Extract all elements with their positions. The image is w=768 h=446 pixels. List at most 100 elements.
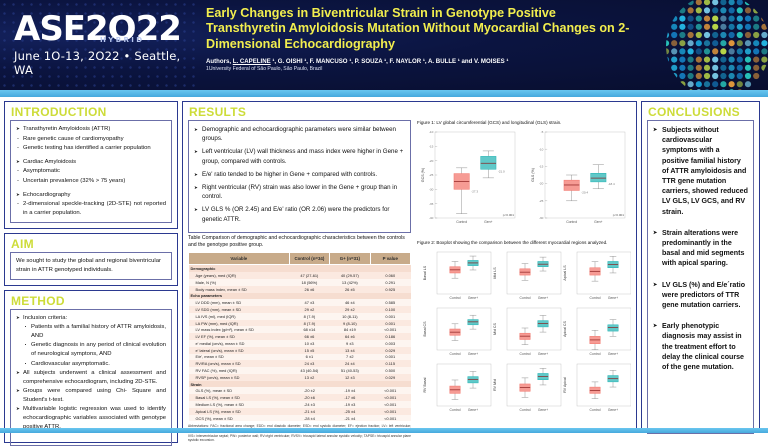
left-column: INTRODUCTION Transthyretin Amyloidosis (… bbox=[4, 101, 178, 446]
table-cell-value: -20 ±6 bbox=[289, 394, 330, 402]
svg-text:Basal LS: Basal LS bbox=[423, 265, 427, 280]
svg-text:RV Mid: RV Mid bbox=[493, 379, 497, 391]
table-cell-variable: Basal LS (%), mean ± SD bbox=[188, 394, 290, 402]
svg-text:RV Basal: RV Basal bbox=[423, 377, 427, 392]
svg-text:Apical CS: Apical CS bbox=[563, 321, 567, 337]
svg-text:-20.4: -20.4 bbox=[581, 190, 588, 194]
svg-text:-5: -5 bbox=[541, 130, 544, 134]
boxplot-category-label: Control bbox=[450, 408, 461, 412]
table-cell-value: 0.291 bbox=[370, 278, 411, 286]
table-cell-variable: GCS (%), mean ± SD bbox=[188, 414, 290, 422]
table-cell-variable: GLS (%), mean ± SD bbox=[188, 387, 290, 395]
poster-root: ASE2O22 HYBRID June 1O-13, 2O22 • Seattl… bbox=[0, 0, 768, 433]
table-cell-value: 0.060 bbox=[370, 272, 411, 279]
table-cell-value: 8 (7-9) bbox=[289, 312, 330, 320]
svg-text:RV Apical: RV Apical bbox=[563, 377, 567, 393]
boxplot-category-label: Control bbox=[450, 296, 461, 300]
svg-text:-21.0: -21.0 bbox=[498, 169, 505, 173]
table-cell-value: -25 ±4 bbox=[329, 407, 371, 415]
table-cell-value: 13 ±2 bbox=[289, 373, 330, 381]
boxplot-category-label: Gene+ bbox=[538, 296, 548, 300]
table-cell-value: 26 ±6 bbox=[289, 285, 330, 293]
svg-text:-10: -10 bbox=[539, 147, 544, 151]
introduction-body: Transthyretin Amyloidosis (ATTR)Rare gen… bbox=[10, 120, 172, 224]
table-row: Male, N (%) 18 (56%) 13 (42%) 0.291 bbox=[188, 278, 411, 286]
list-item: Uncertain prevalence (32% > 75 years) bbox=[16, 177, 166, 186]
boxplot-category-label: Control bbox=[590, 296, 601, 300]
svg-text:-20: -20 bbox=[429, 159, 434, 163]
svg-text:-35: -35 bbox=[429, 202, 434, 206]
table-cell-value: -21 ±4 bbox=[289, 407, 330, 415]
svg-text:-30: -30 bbox=[429, 187, 434, 191]
footer-divider-bar bbox=[0, 428, 768, 433]
method-heading: METHOD bbox=[11, 293, 65, 308]
table-group-row: Echo parameters bbox=[188, 292, 411, 300]
list-item: All subjects underwent a clinical assess… bbox=[16, 369, 166, 386]
table-cell-value: 0.029 bbox=[370, 346, 411, 354]
p-value-label: p<0.001 bbox=[503, 213, 515, 217]
table-cell-value: -28 ±4 bbox=[289, 414, 330, 422]
boxplot-box bbox=[480, 156, 497, 170]
table-cell-value: 10 (8-11) bbox=[329, 312, 371, 320]
list-item: Demographic and echocardiographic parame… bbox=[194, 125, 405, 143]
svg-text:Apical LS: Apical LS bbox=[563, 265, 567, 281]
boxplot-category-label: Control bbox=[520, 408, 531, 412]
boxplot-panel: -10 -15 -20 -25 -30 -35 -40 GCS (%) -27.3 Control… bbox=[421, 130, 516, 224]
boxplot-category-label: Control bbox=[456, 220, 467, 224]
table-cell-value: 51 (40-53) bbox=[329, 367, 371, 374]
table-row: LV SDD (mm), mean ± SD 29 ±2 29 ±2 0.100 bbox=[188, 306, 411, 313]
figure1-boxplots: -10 -15 -20 -25 -30 -35 -40 GCS (%) -27.3 Control… bbox=[415, 126, 631, 234]
boxplot-panel: Mid LS Control Gene+ bbox=[493, 251, 562, 300]
figure2-caption: Figure 2: Boxplot showing the comparison… bbox=[417, 240, 608, 245]
poster-affiliation: 1University Federal of São Paulo, São Pa… bbox=[206, 66, 323, 73]
conclusions-card: CONCLUSIONS Subjects without cardiovascu… bbox=[641, 101, 760, 434]
list-item: Cardiac Amyloidosis bbox=[16, 158, 166, 167]
poster-authors: Authors, L. CAPELINE ¹, G. OISHI ¹, F. M… bbox=[206, 58, 636, 66]
table-group-row: Demographic bbox=[188, 264, 411, 273]
boxplot-category-label: Gene+ bbox=[538, 352, 548, 356]
boxplot-category-label: Gene+ bbox=[468, 408, 478, 412]
boxplot-box bbox=[590, 173, 607, 183]
boxplot-category-label: Control bbox=[566, 220, 577, 224]
table-cell-value: 10 ±3 bbox=[289, 340, 330, 347]
introduction-card: INTRODUCTION Transthyretin Amyloidosis (… bbox=[4, 101, 178, 230]
aim-text: We sought to study the global and region… bbox=[16, 258, 161, 273]
aim-body: We sought to study the global and region… bbox=[10, 252, 172, 280]
table-cell-variable: RVSP (cm/s), mean ± SD bbox=[188, 373, 290, 381]
list-item: Patients with a familial history of ATTR… bbox=[16, 322, 166, 340]
table-cell-value: -19 ±4 bbox=[329, 387, 371, 395]
list-item: Early phenotypic diagnosis may assist in… bbox=[653, 321, 748, 372]
table-row: e' lateral (cm/s), mean ± SD 15 ±5 13 ±4 0.… bbox=[188, 346, 411, 354]
list-item: Inclusion criteria: bbox=[16, 314, 166, 323]
table-cell-variable: Body mass index, mean ± SD bbox=[188, 285, 290, 293]
boxplot-category-label: Gene+ bbox=[608, 296, 618, 300]
boxplot-category-label: Control bbox=[590, 352, 601, 356]
figure1-caption: Figure 1: LV global circumferential (GCS… bbox=[417, 120, 562, 125]
table-cell-value: 12 ±3 bbox=[329, 373, 371, 381]
method-body: Inclusion criteria:Patients with a famil… bbox=[10, 308, 172, 446]
table-cell-variable: E/e', mean ± SD bbox=[188, 353, 290, 361]
conclusions-body: Subjects without cardiovascular symptoms… bbox=[647, 120, 754, 434]
table-row: RVSP (cm/s), mean ± SD 13 ±2 12 ±3 0.029 bbox=[188, 373, 411, 381]
table-cell-value: <0.001 bbox=[370, 394, 411, 402]
table-cell-variable: LA PW (mm), med (IQR) bbox=[188, 319, 290, 327]
introduction-list: Transthyretin Amyloidosis (ATTR)Rare gen… bbox=[16, 125, 166, 217]
boxplot-category-label: Control bbox=[450, 352, 461, 356]
right-column: CONCLUSIONS Subjects without cardiovascu… bbox=[641, 101, 760, 434]
table-cell-value: 6 ±1 bbox=[289, 353, 330, 361]
table-cell-value: <0.001 bbox=[370, 326, 411, 334]
table-cell-value: 0.001 bbox=[370, 312, 411, 320]
table-cell-value: 0.585 bbox=[370, 299, 411, 307]
boxplot-panel: Mid CS Control Gene+ bbox=[493, 307, 562, 356]
svg-text:Basal CS: Basal CS bbox=[423, 321, 427, 337]
table-header-row: Variable Control (n=34) G+ (n=31) P value bbox=[188, 251, 412, 266]
list-item: Left ventricular (LV) wall thickness and… bbox=[194, 147, 405, 165]
list-item: Transthyretin Amyloidosis (ATTR) bbox=[16, 125, 166, 134]
introduction-heading: INTRODUCTION bbox=[11, 105, 107, 119]
list-item: Cardiovascular asymptomatic. bbox=[16, 359, 166, 369]
table-cell-value: 0.925 bbox=[370, 285, 411, 293]
table-row: LV DDD (mm), mean ± SD 47 ±3 46 ±4 0.585 bbox=[188, 299, 411, 307]
boxplot-panel: Apical CS Control Gene+ bbox=[563, 307, 631, 356]
table-row: GCS (%), mean ± SD -28 ±4 -21 ±4 <0.001 bbox=[188, 414, 411, 422]
